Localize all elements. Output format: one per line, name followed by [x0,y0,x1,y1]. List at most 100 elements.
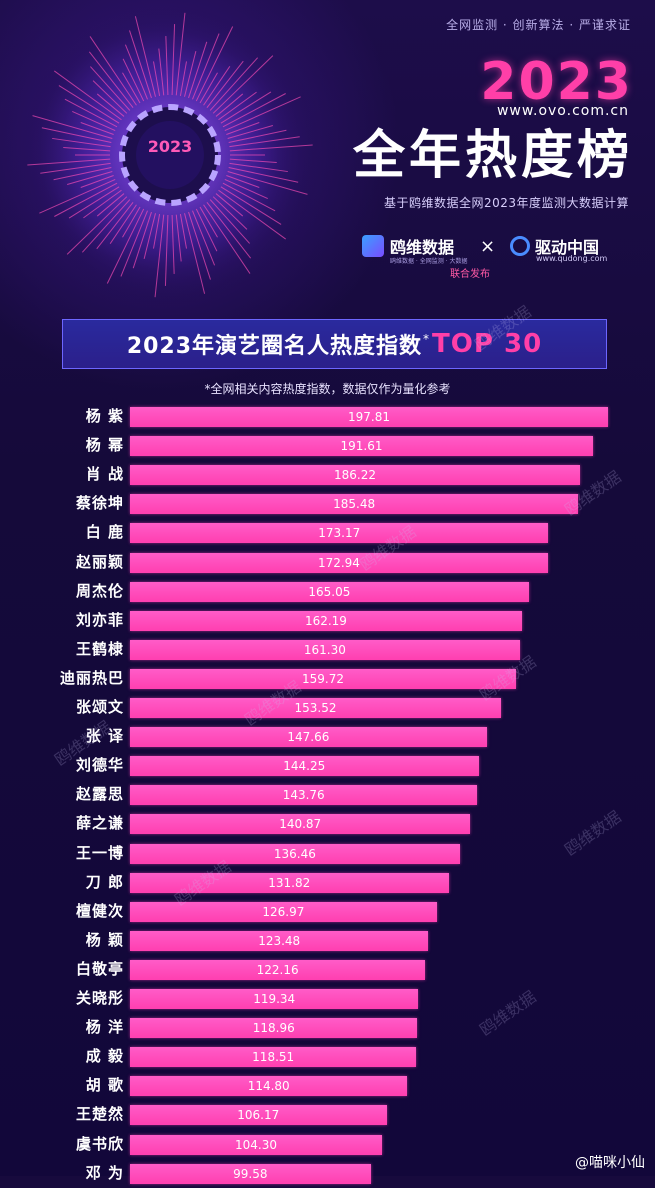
firework-ray [222,93,286,128]
firework-ray [195,26,234,102]
firework-ray [154,214,165,298]
partner-logos: 鸥维数据 鸥维数据 · 全网监测 · 大数据 × 驱动中国 www.qudong… [362,234,632,284]
bar-row: 白敬亭 122.16 [0,955,655,984]
firework-ray [227,125,273,139]
bar [130,698,501,718]
bar [130,1047,417,1068]
bar-category-label: 周杰伦 [75,581,124,600]
bar-row: 邓 为 99.58 [0,1159,655,1188]
bar-category-label: 王鹤棣 [75,639,124,658]
bar-row: 赵丽颖 172.94 [0,548,655,577]
firework-ray [32,115,113,139]
bar [130,436,594,457]
firework-ray [199,72,218,104]
firework-ray [171,214,175,274]
firework-ray [229,158,277,163]
bar-value-label: 191.61 [340,439,383,454]
firework-ray [89,36,137,106]
firework-ray [206,201,252,259]
firework-graphic: 2023 [20,5,320,305]
firework-ray [226,122,260,135]
firework-ray [175,214,182,262]
firework-ray [66,196,128,255]
firework-ray [122,58,145,102]
firework-ray [218,189,286,240]
firework-ray [68,186,120,219]
firework-ray [215,93,244,117]
bar [130,872,449,893]
firework-ray [153,61,161,96]
bar-category-label: 赵丽颖 [75,552,124,571]
bar-row: 赵露思 143.76 [0,780,655,809]
bar [130,727,487,748]
firework-ray [52,137,111,148]
bar-category-label: 胡 歌 [85,1076,124,1095]
bar [130,1076,408,1097]
bar-row: 杨 紫 197.81 [0,402,655,431]
firework-ray [184,213,206,294]
firework-ray [188,211,211,280]
big-year: 2023 [480,52,633,112]
firework-ray [212,196,248,230]
firework-ray [67,171,113,185]
firework-ray [143,213,156,259]
footer-credit: @喵咪小仙 [575,1155,645,1171]
firework-ray [39,178,116,214]
bar-value-label: 162.19 [304,613,347,628]
bar-value-label: 99.58 [233,1166,268,1181]
chart-title-banner: 2023年演艺圈名人热度指数 * TOP 30 [62,319,607,369]
bar-value-label: 185.48 [333,497,376,512]
firework-ray [222,182,276,212]
bar-value-label: 143.76 [282,788,325,803]
firework-ray [92,80,128,114]
qudong-logo-icon [510,236,530,256]
partner2-logo: 驱动中国 www.qudong.com [510,234,607,263]
bar [130,407,608,427]
firework-ray [218,91,257,121]
firework-ray [226,175,260,188]
bar-category-label: 赵露思 [75,785,124,804]
bar-value-label: 131.82 [268,875,311,890]
chart-note: *全网相关内容热度指数，数据仅作为量化参考 [204,382,451,396]
bar-row: 王一博 136.46 [0,839,655,868]
firework-ray [53,166,112,181]
chart-title-main: 2023年演艺圈名人热度指数 [126,334,423,359]
firework-ray [81,199,131,253]
bar-value-label: 104.30 [235,1137,278,1152]
bar [130,930,429,951]
firework-ray [199,206,218,238]
bar-row: 胡 歌 114.80 [0,1071,655,1100]
bar-category-label: 杨 紫 [85,407,124,425]
bar-row: 刘亦菲 162.19 [0,606,655,635]
bar [130,668,516,689]
firework-ray [171,24,176,96]
firework-ray [158,48,165,96]
bar-row: 薛之谦 140.87 [0,809,655,838]
firework-ray [88,51,134,109]
bar-category-label: 檀健次 [75,901,124,920]
bar-value-label: 118.96 [252,1021,295,1036]
firework-ray [90,66,131,111]
badge-year-top: 2023 [148,137,193,156]
firework-ray [212,55,274,114]
bar-value-label: 172.94 [317,555,360,570]
bar-row: 关晓彤 119.34 [0,984,655,1013]
bar-value-label: 123.48 [258,933,301,948]
firework-ray [175,12,186,96]
bar-row: 王楚然 106.17 [0,1100,655,1129]
bar-row: 杨 幂 191.61 [0,431,655,460]
bar-value-label: 173.17 [318,526,361,541]
firework-ray [224,96,301,132]
tagline: 全网监测 · 创新算法 · 严谨求证 [446,18,631,32]
bar-category-label: 刘德华 [75,756,124,775]
bar [130,610,522,631]
bar [130,552,548,573]
firework-ray [80,175,114,188]
firework-ray [209,57,259,111]
bar-row: 杨 洋 118.96 [0,1013,655,1042]
firework-ray [188,41,208,99]
bar-row: 周杰伦 165.05 [0,577,655,606]
firework-ray [54,182,118,217]
ovo-logo-icon [362,235,384,257]
bar [130,785,478,806]
